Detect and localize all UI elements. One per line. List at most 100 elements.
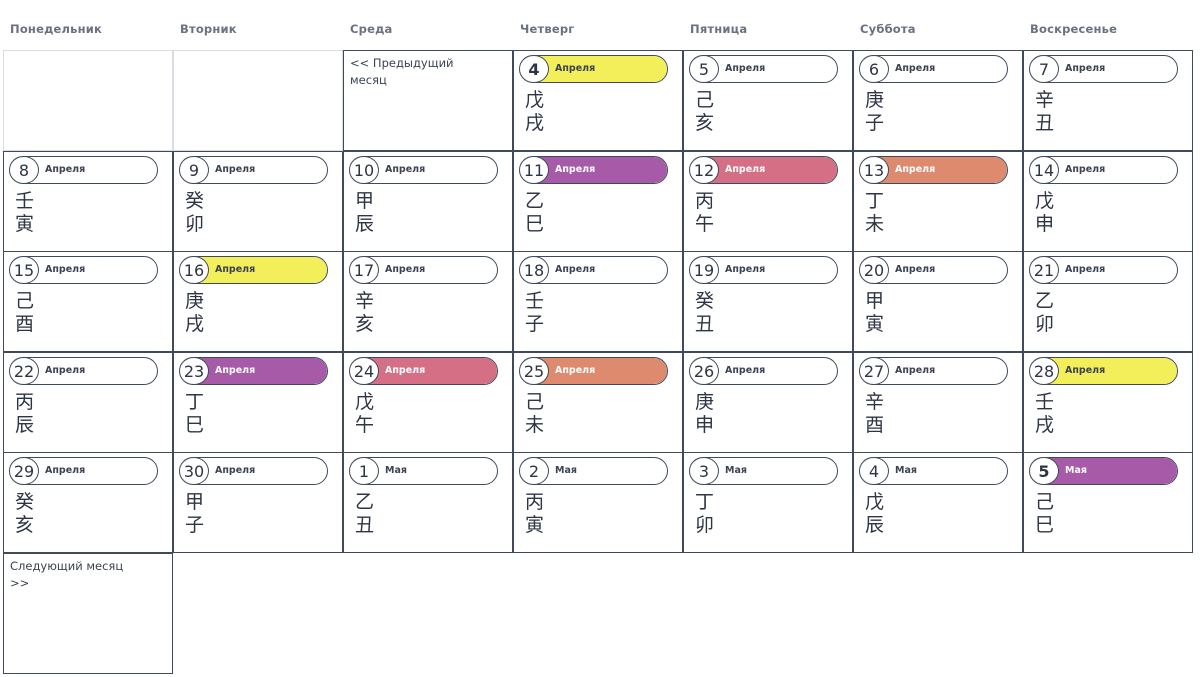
day-cell[interactable]: 3 Мая 丁卯 [683,452,853,553]
day-cell[interactable]: 11 Апреля 乙巳 [513,151,683,252]
earthly-branch: 卯 [695,514,715,536]
ganzhi-characters: 己亥 [695,89,725,135]
day-number: 15 [10,257,39,283]
month-label: Апреля [385,164,426,175]
day-number: 17 [350,257,379,283]
empty-cell [173,50,343,151]
day-number: 6 [860,56,889,82]
day-cell[interactable]: 18 Апреля 壬子 [513,251,683,352]
day-cell[interactable]: 12 Апреля 丙午 [683,151,853,252]
date-pill: 30 Апреля [179,457,328,485]
earthly-branch: 申 [695,414,715,436]
heavenly-stem: 戊 [525,89,545,111]
day-cell[interactable]: 19 Апреля 癸丑 [683,251,853,352]
earthly-branch: 卯 [1035,313,1055,335]
ganzhi-characters: 辛亥 [355,290,385,336]
ganzhi-characters: 癸亥 [15,491,45,537]
ganzhi-characters: 乙卯 [1035,290,1065,336]
earthly-branch: 亥 [355,313,375,335]
ganzhi-characters: 丙寅 [525,491,555,537]
date-pill: 29 Апреля [9,457,158,485]
day-number: 28 [1030,358,1059,384]
day-cell[interactable]: 4 Апреля 戊戌 [513,50,683,151]
day-cell[interactable]: 4 Мая 戊辰 [853,452,1023,553]
ganzhi-characters: 甲子 [185,491,215,537]
day-number: 30 [180,458,209,484]
ganzhi-characters: 己巳 [1035,491,1065,537]
prev-month-link[interactable]: << Предыдущий месяц [350,56,454,87]
day-number: 5 [1030,458,1059,484]
day-cell[interactable]: 29 Апреля 癸亥 [3,452,173,553]
earthly-branch: 子 [525,313,545,335]
day-number: 16 [180,257,209,283]
month-label: Апреля [45,465,86,476]
day-cell[interactable]: 23 Апреля 丁巳 [173,352,343,453]
date-pill: 24 Апреля [349,357,498,385]
day-cell[interactable]: 28 Апреля 壬戌 [1023,352,1193,453]
day-cell[interactable]: 7 Апреля 辛丑 [1023,50,1193,151]
day-number: 11 [520,157,549,183]
earthly-branch: 辰 [355,213,375,235]
date-pill: 19 Апреля [689,256,838,284]
month-label: Мая [385,465,407,476]
day-cell[interactable]: 16 Апреля 庚戌 [173,251,343,352]
next-month-link[interactable]: Следующий месяц >> [10,559,124,590]
day-cell[interactable]: 1 Мая 乙丑 [343,452,513,553]
weekday-saturday: Суббота [860,22,916,36]
day-number: 1 [350,458,379,484]
day-cell[interactable]: 2 Мая 丙寅 [513,452,683,553]
heavenly-stem: 丙 [15,391,35,413]
weekday-header-row: Понедельник Вторник Среда Четверг Пятниц… [3,0,1193,50]
day-cell[interactable]: 22 Апреля 丙辰 [3,352,173,453]
heavenly-stem: 戊 [865,491,885,513]
day-number: 19 [690,257,719,283]
day-cell[interactable]: 9 Апреля 癸卯 [173,151,343,252]
ganzhi-characters: 丁巳 [185,391,215,437]
day-cell[interactable]: 5 Мая 己巳 [1023,452,1193,553]
day-cell[interactable]: 30 Апреля 甲子 [173,452,343,553]
day-cell[interactable]: 27 Апреля 辛酉 [853,352,1023,453]
ganzhi-characters: 乙丑 [355,491,385,537]
day-number: 13 [860,157,889,183]
month-label: Апреля [555,164,596,175]
day-cell[interactable]: 25 Апреля 己未 [513,352,683,453]
month-label: Апреля [555,365,596,376]
heavenly-stem: 戊 [355,391,375,413]
ganzhi-characters: 甲寅 [865,290,895,336]
day-number: 8 [10,157,39,183]
heavenly-stem: 甲 [185,491,205,513]
day-cell[interactable]: 15 Апреля 己酉 [3,251,173,352]
day-cell[interactable]: 20 Апреля 甲寅 [853,251,1023,352]
day-cell[interactable]: 24 Апреля 戊午 [343,352,513,453]
ganzhi-characters: 丁卯 [695,491,725,537]
day-number: 21 [1030,257,1059,283]
heavenly-stem: 庚 [695,391,715,413]
date-pill: 13 Апреля [859,156,1008,184]
day-cell[interactable]: 5 Апреля 己亥 [683,50,853,151]
heavenly-stem: 丁 [865,190,885,212]
day-cell[interactable]: 14 Апреля 戊申 [1023,151,1193,252]
heavenly-stem: 丁 [695,491,715,513]
date-pill: 4 Апреля [519,55,668,83]
earthly-branch: 巳 [525,213,545,235]
day-cell[interactable]: 17 Апреля 辛亥 [343,251,513,352]
date-pill: 3 Мая [689,457,838,485]
earthly-branch: 午 [355,414,375,436]
day-cell[interactable]: 26 Апреля 庚申 [683,352,853,453]
date-pill: 12 Апреля [689,156,838,184]
earthly-branch: 申 [1035,213,1055,235]
day-cell[interactable]: 8 Апреля 壬寅 [3,151,173,252]
day-number: 27 [860,358,889,384]
heavenly-stem: 癸 [695,290,715,312]
month-label: Апреля [725,365,766,376]
day-cell[interactable]: 13 Апреля 丁未 [853,151,1023,252]
date-pill: 26 Апреля [689,357,838,385]
month-label: Мая [895,465,917,476]
month-label: Апреля [215,365,256,376]
day-cell[interactable]: 6 Апреля 庚子 [853,50,1023,151]
day-number: 26 [690,358,719,384]
day-cell[interactable]: 10 Апреля 甲辰 [343,151,513,252]
day-number: 25 [520,358,549,384]
day-cell[interactable]: 21 Апреля 乙卯 [1023,251,1193,352]
earthly-branch: 寅 [525,514,545,536]
